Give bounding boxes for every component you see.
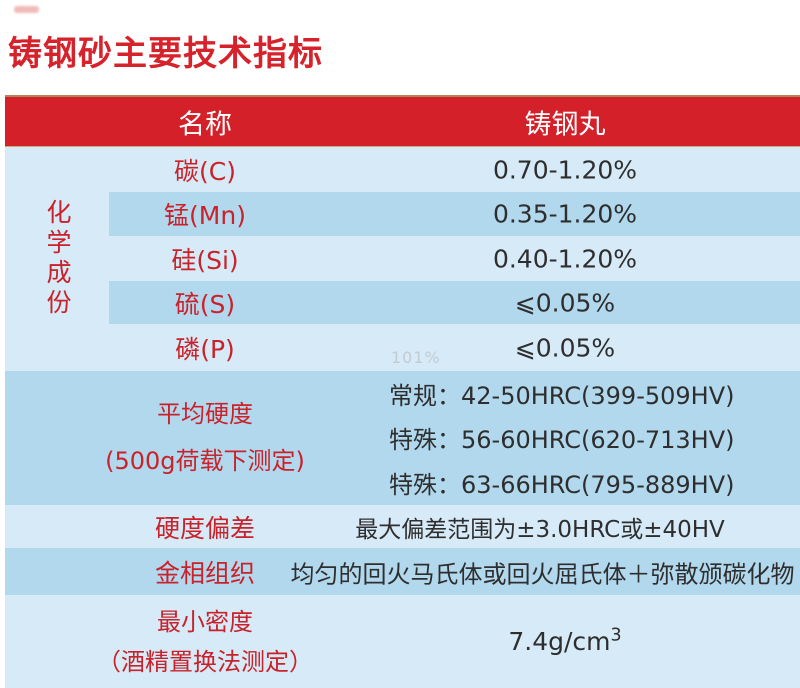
density-value: 7.4g/cm [508, 627, 611, 656]
row-value: 0.70-1.20% [492, 155, 638, 184]
row-value: 均匀的回火马氏体或回火屈氏体＋弥散颁碳化物 [290, 560, 795, 588]
row-label: 硅(Si) [171, 245, 239, 275]
density-label-line2: （酒精置换法测定） [97, 647, 313, 676]
row-value: 0.40-1.20% [492, 244, 638, 273]
row-label: 硬度偏差 [154, 513, 255, 543]
watermark-text: 101% [391, 348, 441, 367]
table-row-sulfur: 硫(S) ⩽0.05% [5, 281, 800, 324]
shaded-band-microstructure [5, 548, 800, 595]
chemistry-group-cell: 化学成份 [5, 147, 109, 371]
hardness-value-special1: 特殊：56-60HRC(620-713HV) [389, 426, 735, 455]
header-value-col: 铸钢丸 [524, 109, 606, 140]
table-header-row: 名称 铸钢丸 [5, 95, 800, 147]
density-label-cell: 最小密度 （酒精置换法测定） [5, 595, 405, 688]
spec-table: 名称 铸钢丸 化学成份 碳(C) 0.70-1.20% 锰(Mn) 0.35-1… [5, 95, 800, 688]
shaded-band-s [109, 281, 800, 324]
row-value: 0.35-1.20% [492, 199, 638, 229]
table-row-hardness-deviation: 硬度偏差 最大偏差范围为±3.0HRC或±40HV [5, 505, 800, 548]
row-label: 金相组织 [154, 558, 255, 588]
row-value: ⩽0.05% [514, 333, 616, 362]
row-label: 碳(C) [174, 156, 236, 186]
table-row-phosphorus: 磷(P) ⩽0.05% [5, 324, 800, 371]
hardness-value-cell: 常规：42-50HRC(399-509HV) 特殊：56-60HRC(620-7… [389, 371, 795, 505]
hardness-value-normal: 常规：42-50HRC(399-509HV) [389, 381, 735, 410]
row-value: ⩽0.05% [514, 288, 616, 317]
row-label: 磷(P) [175, 334, 235, 364]
hardness-label-line1: 平均硬度 [157, 400, 253, 428]
hardness-value-special2: 特殊：63-66HRC(795-889HV) [389, 471, 735, 500]
density-label-line1: 最小密度 [157, 607, 253, 636]
hardness-label-cell: 平均硬度 (500g荷载下测定) [5, 371, 405, 505]
hardness-label-line2: (500g荷载下测定) [105, 447, 305, 475]
density-value-cell: 7.4g/cm3 [335, 595, 795, 688]
table-row-carbon: 碳(C) 0.70-1.20% [5, 147, 800, 192]
table-row-manganese: 锰(Mn) 0.35-1.20% [5, 192, 800, 236]
row-label: 锰(Mn) [164, 201, 246, 230]
table-row-microstructure: 金相组织 均匀的回火马氏体或回火屈氏体＋弥散颁碳化物 [5, 548, 800, 595]
chemistry-group-label: 化学成份 [43, 199, 72, 319]
red-smudge-artifact [14, 6, 39, 13]
row-value: 最大偏差范围为±3.0HRC或±40HV [355, 516, 725, 543]
page-title: 铸钢砂主要技术指标 [8, 34, 323, 74]
shaded-band-hardness [5, 371, 800, 505]
density-exponent: 3 [610, 625, 622, 646]
shaded-band-mn [109, 192, 800, 236]
table-row-silicon: 硅(Si) 0.40-1.20% [5, 236, 800, 281]
row-label: 硫(S) [174, 289, 236, 319]
header-name-col: 名称 [178, 109, 232, 140]
